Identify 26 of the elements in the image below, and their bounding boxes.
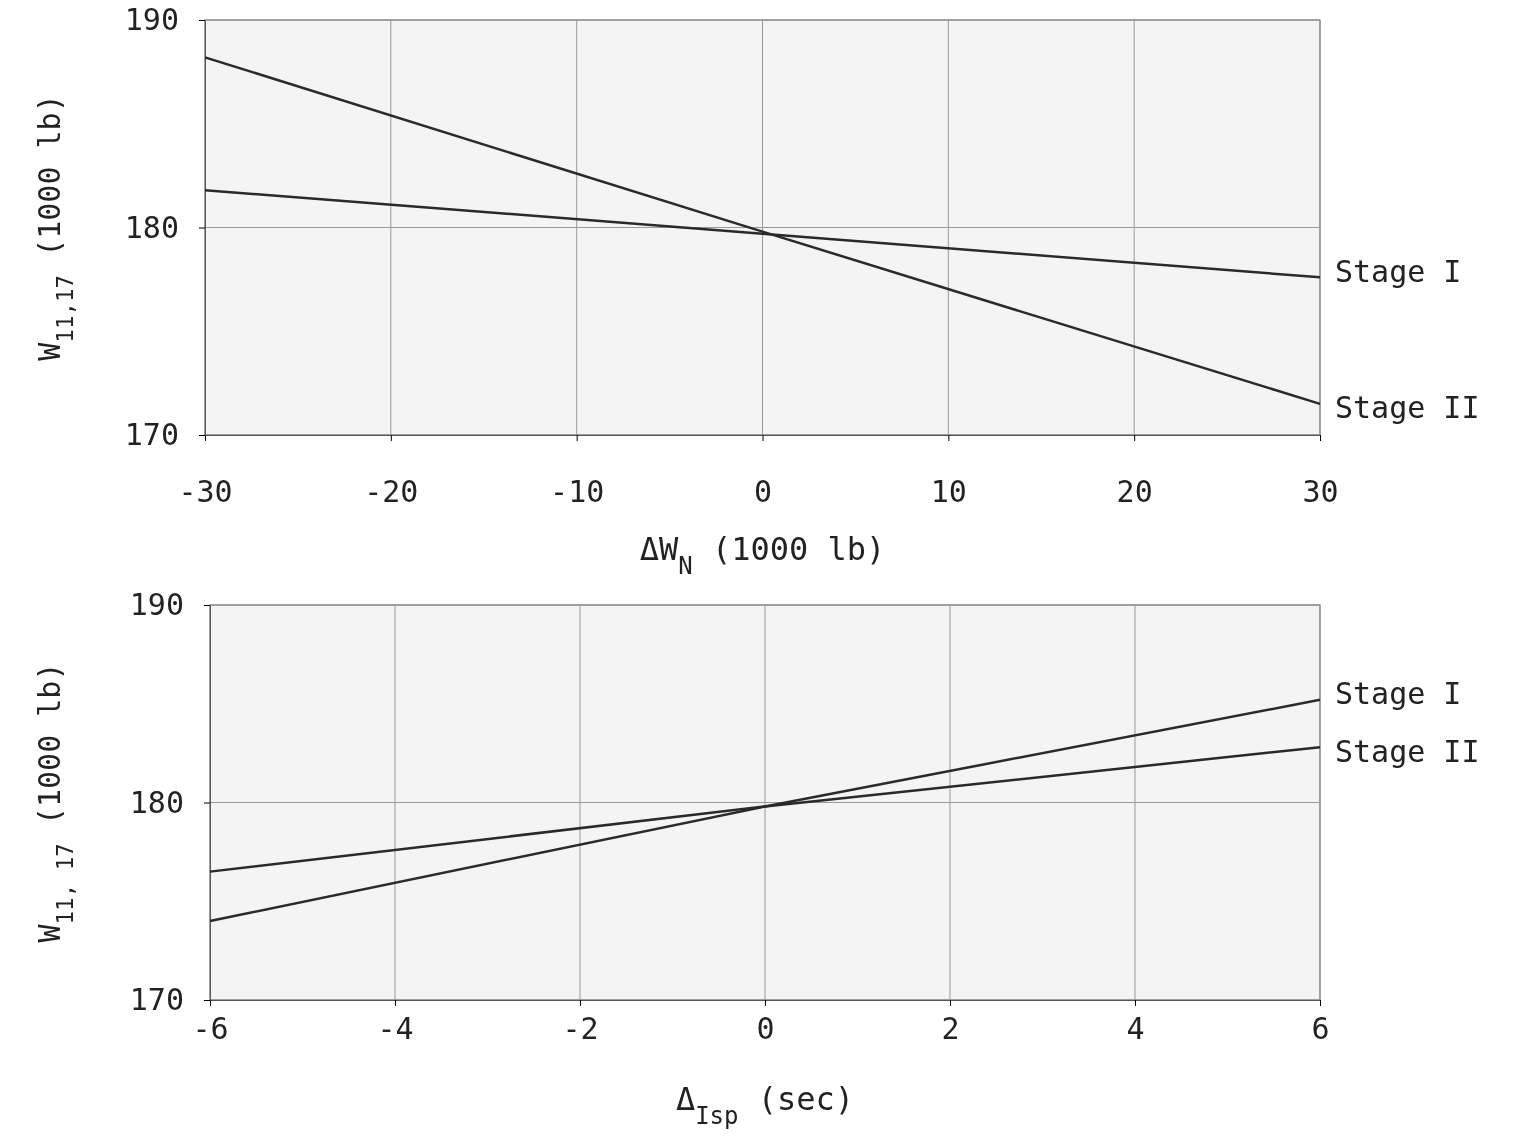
- x-tick-label: -10: [550, 474, 605, 510]
- x-tick-label: 10: [930, 474, 967, 510]
- x-tick-label: 0: [753, 474, 773, 510]
- x-tick-label: -20: [364, 474, 419, 510]
- series-label: Stage II: [1335, 733, 1480, 769]
- x-tick-label: -30: [178, 474, 233, 510]
- x-tick-label: -2: [562, 1011, 599, 1047]
- x-tick-label: 20: [1116, 474, 1153, 510]
- x-tick-label: -4: [377, 1011, 414, 1047]
- y-tick-label: 190: [129, 587, 184, 623]
- x-tick-label: 30: [1302, 474, 1339, 510]
- y-tick-label: 170: [129, 982, 184, 1018]
- series-label: Stage II: [1335, 390, 1480, 426]
- x-tick-label: 4: [1126, 1011, 1145, 1047]
- x-tick-label: 2: [941, 1011, 960, 1047]
- series-label: Stage I: [1335, 253, 1462, 289]
- series-label: Stage I: [1335, 676, 1462, 712]
- y-tick-label: 180: [129, 784, 184, 820]
- y-tick-label: 180: [124, 209, 179, 245]
- x-axis-title: ΔW$_{N}$ (1000 lb): [639, 530, 886, 580]
- y-tick-label: 190: [124, 2, 179, 38]
- x-axis-title: Δ$_{Isp}$ (sec): [675, 1080, 855, 1130]
- x-tick-label: 0: [756, 1011, 775, 1047]
- y-tick-label: 170: [124, 417, 179, 453]
- x-tick-label: -6: [192, 1011, 229, 1047]
- x-tick-label: 6: [1311, 1011, 1330, 1047]
